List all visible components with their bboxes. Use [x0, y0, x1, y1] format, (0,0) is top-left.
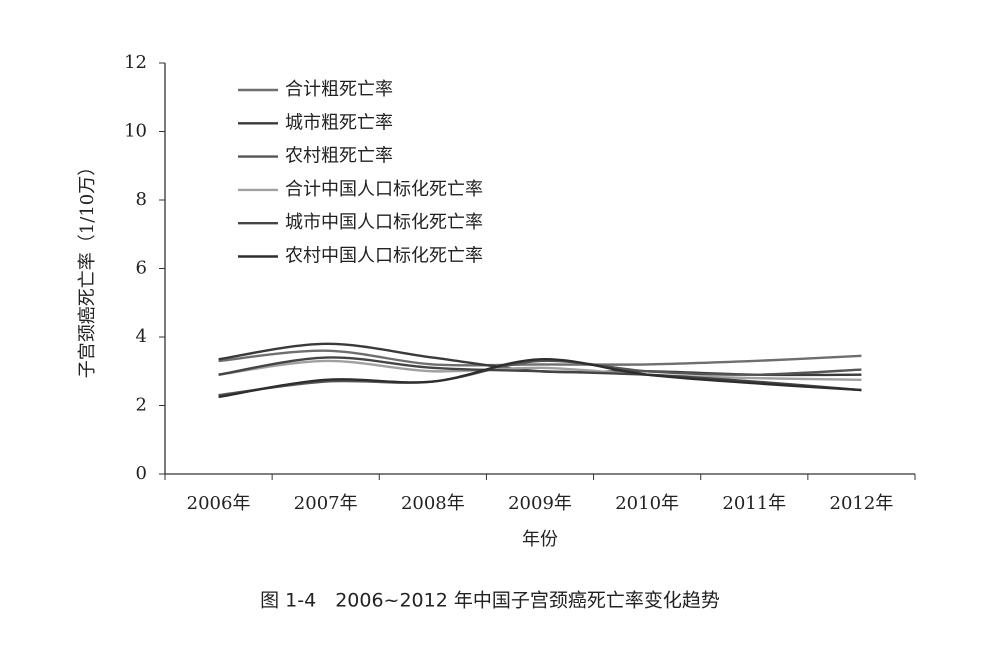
y-tick-label: 2	[136, 395, 147, 416]
y-tick-label: 10	[124, 121, 147, 142]
x-tick-label: 2012年	[830, 493, 894, 514]
x-tick-label: 2010年	[615, 493, 679, 514]
x-tick-label: 2011年	[722, 493, 786, 514]
x-axis-label: 年份	[522, 529, 558, 550]
x-tick-label: 2008年	[401, 493, 465, 514]
legend-label: 农村粗死亡率	[285, 146, 393, 167]
y-tick-label: 8	[136, 189, 147, 210]
series-line	[218, 349, 862, 367]
series-line	[218, 356, 862, 392]
x-tick-label: 2007年	[294, 493, 358, 514]
y-tick-label: 6	[136, 258, 147, 279]
y-tick-label: 12	[124, 52, 147, 73]
x-tick-label: 2009年	[508, 493, 572, 514]
series-line	[218, 358, 862, 399]
y-tick-label: 4	[136, 326, 147, 347]
series-line	[218, 359, 862, 382]
y-tick-label: 0	[136, 463, 147, 484]
legend-label: 城市中国人口标化死亡率	[285, 212, 483, 233]
legend-label: 农村中国人口标化死亡率	[285, 246, 483, 267]
caption: 图 1-4 2006~2012 年中国子宫颈癌死亡率变化趋势	[260, 590, 720, 612]
series-line	[218, 359, 862, 397]
y-axis-label: 子宫颈癌死亡率（1/10万）	[77, 158, 98, 378]
legend-label: 合计粗死亡率	[285, 79, 393, 100]
x-tick-label: 2006年	[187, 493, 251, 514]
legend-label: 城市粗死亡率	[285, 112, 393, 133]
legend-label: 合计中国人口标化死亡率	[285, 179, 483, 200]
